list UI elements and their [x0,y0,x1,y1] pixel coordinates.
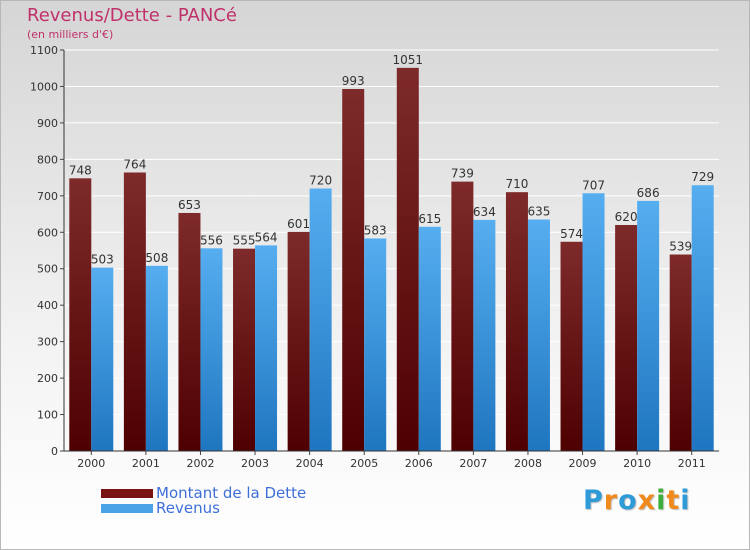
y-tick-label: 500 [37,263,58,276]
y-tick-label: 300 [37,336,58,349]
y-tick-label: 1000 [30,80,58,93]
bar-revenus [145,265,168,451]
bar-revenus [418,226,441,451]
logo-letter: r [603,485,619,516]
x-tick-label: 2006 [405,457,433,470]
y-tick-label: 1100 [30,44,58,57]
bar-value-label: 764 [123,157,146,171]
x-tick-label: 2007 [459,457,487,470]
y-tick-label: 200 [37,372,58,385]
bar-value-label: 601 [287,217,310,231]
legend-swatch-dette [101,489,153,498]
bar-revenus [691,185,714,451]
bar-revenus [473,219,496,451]
bar-revenus [91,267,114,451]
x-tick-label: 2008 [514,457,542,470]
x-tick-label: 2011 [678,457,706,470]
legend-label-revenus: Revenus [156,499,220,517]
bar-revenus [364,238,387,451]
bar-value-label: 739 [451,167,474,181]
chart-subtitle: (en milliers d'€) [27,28,114,41]
logo-letter: x [637,485,657,516]
bar-dette [615,224,638,451]
bar-value-label: 564 [255,230,278,244]
y-tick-label: 600 [37,226,58,239]
bar-dette [178,212,201,451]
bar-value-label: 508 [145,251,168,265]
x-tick-label: 2000 [77,457,105,470]
bar-value-label: 686 [637,186,660,200]
logo-letter: t [666,485,681,516]
bar-dette [560,241,583,451]
bar-dette [669,254,692,451]
bar-revenus [582,193,605,451]
legend-swatch-revenus [101,504,153,513]
proxiti-logo: Proxiti [583,485,691,516]
bar-value-label: 720 [309,174,332,188]
x-tick-label: 2003 [241,457,269,470]
bar-value-label: 583 [364,223,387,237]
bar-dette [505,192,528,451]
bar-value-label: 634 [473,205,496,219]
legend-label-dette: Montant de la Dette [156,484,307,502]
y-tick-label: 900 [37,117,58,130]
bar-revenus [255,245,278,451]
bar-dette [287,231,310,451]
x-tick-label: 2009 [569,457,597,470]
bar-value-label: 707 [582,178,605,192]
bar-value-label: 653 [178,198,201,212]
bar-dette [233,248,256,451]
bar-value-label: 729 [691,170,714,184]
bar-dette [123,172,146,451]
bar-revenus [637,200,660,451]
bar-value-label: 615 [418,212,441,226]
y-tick-label: 100 [37,409,58,422]
x-tick-label: 2010 [623,457,651,470]
y-tick-label: 700 [37,190,58,203]
bar-value-label: 539 [669,240,692,254]
bar-value-label: 503 [91,253,114,267]
logo-letter: P [583,485,604,516]
x-tick-label: 2004 [296,457,324,470]
bar-value-label: 620 [615,210,638,224]
logo-letter: o [618,485,638,516]
logo-letter: i [656,485,667,516]
logo-letter: i [680,485,691,516]
bar-revenus [527,219,550,451]
x-tick-label: 2001 [132,457,160,470]
x-tick-label: 2002 [186,457,214,470]
bar-revenus [200,248,223,451]
bar-value-label: 1051 [393,53,424,67]
x-tick-label: 2005 [350,457,378,470]
bar-value-label: 993 [342,74,365,88]
y-tick-label: 400 [37,299,58,312]
bar-value-label: 556 [200,233,223,247]
chart-title: Revenus/Dette - PANCé [27,5,237,26]
bar-dette [69,178,92,451]
bar-dette [451,181,474,452]
bar-value-label: 748 [69,163,92,177]
y-tick-label: 800 [37,153,58,166]
y-tick-label: 0 [51,445,58,458]
bar-value-label: 574 [560,227,583,241]
bar-dette [396,67,419,451]
bar-value-label: 710 [506,177,529,191]
bar-dette [342,89,365,452]
bar-revenus [309,188,332,451]
bar-value-label: 555 [233,234,256,248]
bar-value-label: 635 [528,205,551,219]
